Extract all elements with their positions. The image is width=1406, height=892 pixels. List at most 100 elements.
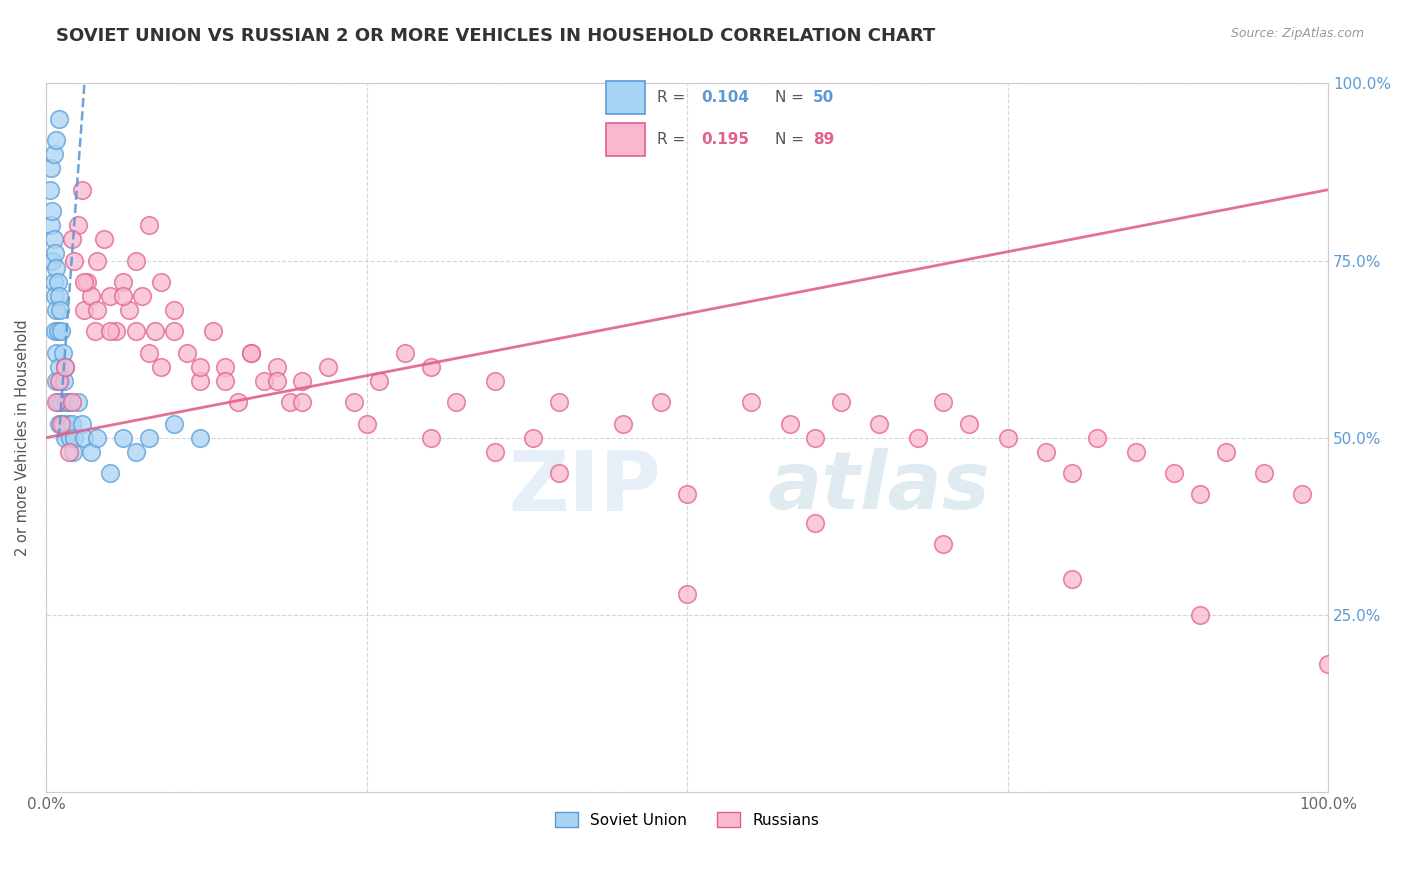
Point bbox=[80, 445, 103, 459]
Point bbox=[86, 303, 108, 318]
Point bbox=[60, 232, 83, 246]
Point bbox=[52, 374, 75, 388]
Point bbox=[98, 466, 121, 480]
Point bbox=[118, 303, 141, 318]
Point bbox=[163, 417, 186, 431]
Point bbox=[868, 417, 890, 431]
Point bbox=[291, 395, 314, 409]
Point bbox=[214, 374, 236, 388]
Point bbox=[1188, 607, 1211, 622]
Point bbox=[1035, 445, 1057, 459]
Point bbox=[63, 431, 86, 445]
Point bbox=[343, 395, 366, 409]
Point bbox=[49, 303, 72, 318]
Point bbox=[46, 275, 69, 289]
Point bbox=[51, 325, 73, 339]
Point bbox=[1253, 466, 1275, 480]
Point bbox=[39, 161, 62, 176]
Point bbox=[86, 431, 108, 445]
Point bbox=[73, 275, 96, 289]
Point bbox=[51, 417, 73, 431]
Point bbox=[60, 395, 83, 409]
Point bbox=[86, 253, 108, 268]
Point bbox=[59, 431, 82, 445]
Point bbox=[62, 445, 84, 459]
Point bbox=[42, 232, 65, 246]
Point bbox=[45, 303, 67, 318]
Point bbox=[46, 325, 69, 339]
Point bbox=[150, 275, 173, 289]
Point bbox=[105, 325, 128, 339]
Point bbox=[830, 395, 852, 409]
Point bbox=[356, 417, 378, 431]
Point bbox=[39, 218, 62, 232]
Point bbox=[41, 253, 63, 268]
Point bbox=[138, 218, 160, 232]
Point bbox=[58, 445, 80, 459]
Point bbox=[44, 289, 66, 303]
Point bbox=[125, 445, 148, 459]
Point bbox=[150, 359, 173, 374]
Point bbox=[63, 253, 86, 268]
Point bbox=[80, 289, 103, 303]
Point bbox=[1085, 431, 1108, 445]
Point bbox=[138, 431, 160, 445]
Point bbox=[612, 417, 634, 431]
Point bbox=[676, 487, 699, 501]
Point bbox=[522, 431, 544, 445]
Text: N =: N = bbox=[775, 89, 808, 104]
Text: 50: 50 bbox=[813, 89, 834, 104]
Point bbox=[1163, 466, 1185, 480]
Point bbox=[176, 345, 198, 359]
Text: ZIP: ZIP bbox=[508, 447, 661, 528]
Point bbox=[226, 395, 249, 409]
Point bbox=[143, 325, 166, 339]
Point bbox=[1060, 466, 1083, 480]
Point bbox=[1125, 445, 1147, 459]
Point bbox=[779, 417, 801, 431]
Point bbox=[70, 417, 93, 431]
Point bbox=[111, 275, 134, 289]
Point bbox=[163, 325, 186, 339]
Point bbox=[73, 303, 96, 318]
Point bbox=[42, 147, 65, 161]
Point bbox=[278, 395, 301, 409]
Point bbox=[650, 395, 672, 409]
Point bbox=[1317, 657, 1340, 672]
Point bbox=[484, 445, 506, 459]
Point bbox=[740, 395, 762, 409]
Point bbox=[1060, 573, 1083, 587]
Point bbox=[125, 325, 148, 339]
Point bbox=[131, 289, 153, 303]
Point bbox=[138, 345, 160, 359]
Point bbox=[316, 359, 339, 374]
Point bbox=[1188, 487, 1211, 501]
Point bbox=[44, 325, 66, 339]
Point bbox=[188, 431, 211, 445]
Point bbox=[932, 537, 955, 551]
Point bbox=[266, 359, 288, 374]
Point bbox=[419, 431, 441, 445]
Point bbox=[201, 325, 224, 339]
Point bbox=[66, 395, 89, 409]
Text: 89: 89 bbox=[813, 132, 834, 147]
Point bbox=[73, 431, 96, 445]
Point bbox=[45, 260, 67, 275]
Point bbox=[93, 232, 115, 246]
Point bbox=[58, 395, 80, 409]
Point bbox=[266, 374, 288, 388]
Point bbox=[56, 417, 79, 431]
FancyBboxPatch shape bbox=[606, 81, 645, 113]
Point bbox=[1215, 445, 1237, 459]
Text: 0.195: 0.195 bbox=[700, 132, 749, 147]
Text: SOVIET UNION VS RUSSIAN 2 OR MORE VEHICLES IN HOUSEHOLD CORRELATION CHART: SOVIET UNION VS RUSSIAN 2 OR MORE VEHICL… bbox=[56, 27, 935, 45]
Text: R =: R = bbox=[657, 89, 690, 104]
Text: R =: R = bbox=[657, 132, 690, 147]
Point bbox=[48, 374, 70, 388]
Point bbox=[46, 395, 69, 409]
Point bbox=[547, 395, 569, 409]
Point bbox=[446, 395, 468, 409]
Point bbox=[38, 183, 60, 197]
FancyBboxPatch shape bbox=[606, 123, 645, 156]
Point bbox=[52, 417, 75, 431]
